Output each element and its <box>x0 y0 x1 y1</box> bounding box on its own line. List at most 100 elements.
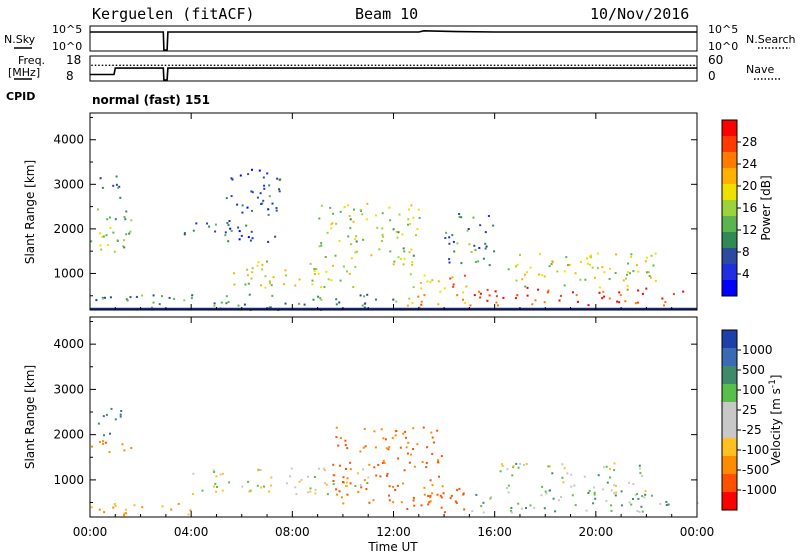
range-cell <box>256 264 259 267</box>
range-cell <box>426 446 429 449</box>
colorbar-swatch <box>722 330 737 349</box>
range-cell <box>355 235 358 238</box>
range-cell <box>440 496 443 499</box>
range-cell <box>359 294 362 297</box>
range-cell <box>597 252 600 255</box>
range-cell <box>381 227 384 230</box>
range-cell <box>365 218 368 221</box>
range-cell <box>609 267 611 270</box>
range-cell <box>99 177 102 180</box>
range-cell <box>354 265 357 268</box>
range-cell <box>261 263 264 266</box>
range-cell <box>326 493 329 496</box>
range-cell <box>349 227 352 230</box>
range-cell <box>421 461 424 463</box>
range-cell <box>261 202 264 205</box>
range-cell <box>525 507 527 509</box>
range-cell <box>494 290 497 293</box>
range-cell <box>90 240 93 243</box>
range-cell <box>298 278 301 281</box>
range-cell <box>558 299 561 302</box>
range-cell <box>448 236 451 239</box>
power-panel <box>89 112 698 311</box>
range-cell <box>419 281 422 284</box>
range-cell <box>661 297 664 300</box>
range-cell <box>637 289 640 292</box>
range-cell <box>266 172 269 175</box>
range-cell <box>338 490 341 493</box>
range-cell <box>650 254 653 257</box>
range-cell <box>429 494 432 497</box>
range-cell <box>393 260 396 263</box>
range-cell <box>480 505 483 508</box>
range-cell <box>411 261 414 264</box>
range-cell <box>278 179 281 181</box>
range-cell <box>124 218 127 221</box>
range-cell <box>341 481 344 483</box>
range-cell <box>395 300 398 303</box>
velocity-y-axis: 1000 2000 3000 4000 <box>53 321 697 504</box>
range-cell <box>410 204 413 207</box>
range-cell <box>443 511 446 514</box>
range-cell <box>238 230 241 233</box>
range-cell <box>560 496 563 498</box>
range-cell <box>597 267 599 270</box>
range-cell <box>412 286 415 289</box>
range-cell <box>375 298 377 301</box>
range-cell <box>427 495 430 497</box>
colorbar-tick-label: 16 <box>742 201 757 215</box>
range-cell <box>455 501 458 504</box>
range-cell <box>346 270 348 273</box>
colorbar-swatch <box>722 200 737 217</box>
range-cell <box>497 304 499 307</box>
range-cell <box>507 268 510 271</box>
range-cell <box>246 268 249 271</box>
range-cell <box>249 489 252 492</box>
range-cell <box>312 298 315 301</box>
range-cell <box>394 489 397 491</box>
range-cell <box>376 226 379 229</box>
range-cell <box>248 490 251 493</box>
range-cell <box>355 250 358 253</box>
range-cell <box>606 481 609 484</box>
nsearch-tick-top: 10^5 <box>708 23 738 36</box>
range-cell <box>268 184 271 187</box>
range-cell <box>514 297 517 300</box>
range-cell <box>512 465 515 468</box>
range-cell <box>233 283 236 286</box>
range-cell <box>267 240 270 243</box>
range-cell <box>367 476 370 479</box>
range-cell <box>359 484 362 486</box>
range-cell <box>609 468 611 470</box>
colorbar-swatch <box>722 184 737 201</box>
range-cell <box>412 448 414 451</box>
range-cell <box>448 242 451 245</box>
colorbar-swatch <box>722 120 737 137</box>
range-cell <box>130 447 133 449</box>
range-cell <box>295 493 298 496</box>
range-cell <box>566 472 569 475</box>
range-cell <box>410 453 413 456</box>
cpid-label: CPID <box>6 90 35 103</box>
range-cell <box>335 436 338 439</box>
range-cell <box>482 511 485 514</box>
range-cell <box>425 466 428 469</box>
colorbar-tick-label: 4 <box>742 267 750 281</box>
range-cell <box>246 206 249 209</box>
range-cell <box>315 268 318 270</box>
range-cell <box>389 219 392 222</box>
range-cell <box>381 240 383 242</box>
range-cell <box>663 304 665 307</box>
range-cell <box>571 494 574 497</box>
range-cell <box>516 263 519 266</box>
range-cell <box>636 493 639 495</box>
range-cell <box>409 273 412 276</box>
colorbar-tick-label: 1000 <box>742 343 773 357</box>
range-cell <box>573 484 576 487</box>
range-cell <box>589 255 591 258</box>
range-cell <box>533 506 536 509</box>
range-cell <box>109 216 111 219</box>
range-cell <box>615 491 618 494</box>
range-cell <box>334 254 337 257</box>
colorbar-swatch <box>722 420 737 439</box>
